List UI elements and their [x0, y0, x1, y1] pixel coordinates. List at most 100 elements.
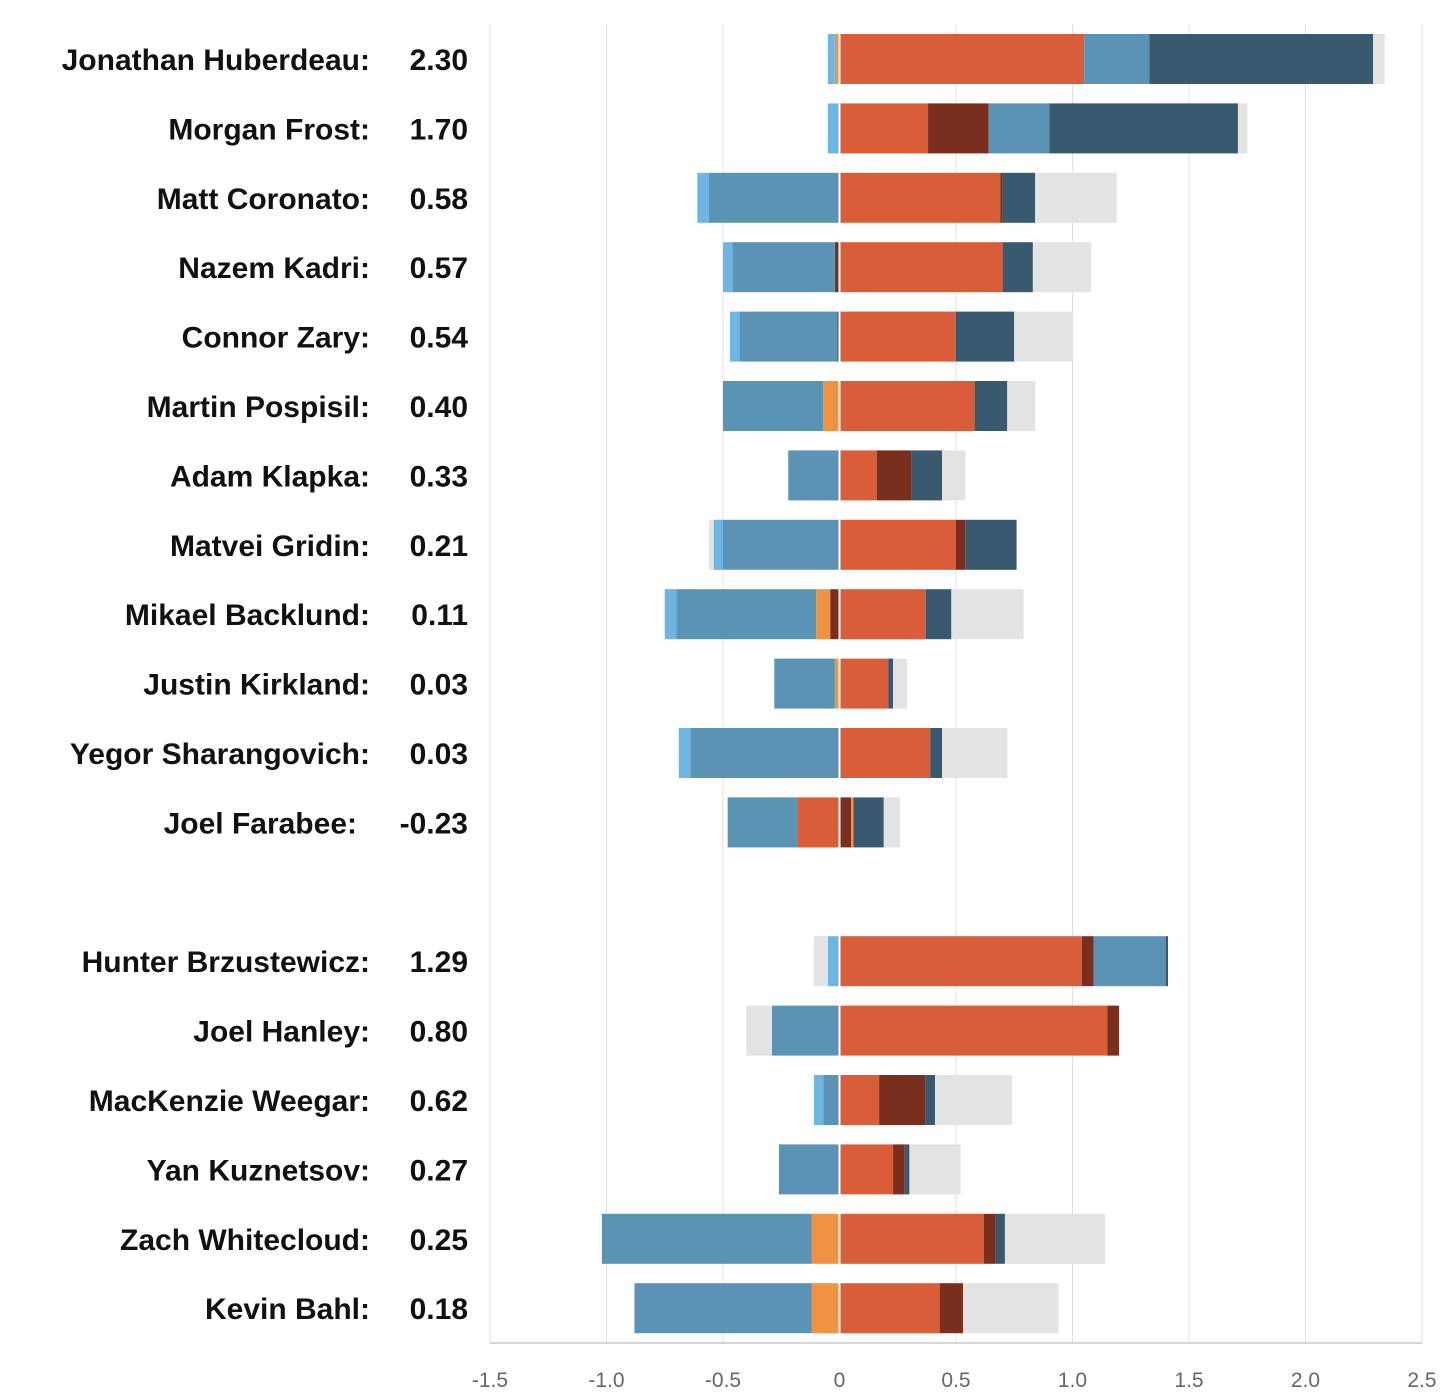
player-name: Kevin Bahl: — [205, 1293, 370, 1326]
bar-segment-positive — [925, 589, 952, 640]
player-name: Morgan Frost: — [168, 113, 370, 146]
bar-segment-positive — [851, 797, 854, 848]
x-tick-label: 2.5 — [1407, 1369, 1436, 1392]
player-name: Connor Zary: — [182, 322, 370, 355]
bar-segment-positive — [925, 1075, 936, 1125]
bar-segment-positive — [904, 1144, 910, 1195]
bar-segment-negative — [676, 589, 817, 640]
bar-segment-negative — [834, 658, 840, 709]
bar-segment-positive — [839, 1283, 940, 1334]
bar-segment-negative — [601, 1213, 812, 1264]
player-name: Adam Klapka: — [170, 460, 370, 493]
bar-segment-positive — [1035, 172, 1117, 223]
player-total: 0.62 — [410, 1085, 468, 1118]
bar-segment-negative — [837, 311, 840, 362]
bar-segment-positive — [942, 450, 966, 501]
bar-segment-positive — [839, 103, 929, 154]
bar-segment-negative — [727, 797, 798, 848]
bar-segment-positive — [876, 450, 912, 501]
stacked-bars — [601, 34, 1385, 1334]
x-tick-label: -1.5 — [472, 1369, 508, 1392]
bar-segment-positive — [983, 1213, 996, 1264]
bar-segment-positive — [1149, 34, 1374, 84]
bar-segment-positive — [1007, 381, 1036, 431]
bar-segment-positive — [911, 450, 943, 501]
bar-segment-negative — [713, 519, 723, 570]
bar-segment-negative — [811, 1283, 840, 1334]
bar-segment-positive — [839, 728, 931, 778]
bar-segment-positive — [995, 1213, 1005, 1264]
bar-segment-positive — [839, 519, 956, 570]
bar-segment-negative — [813, 936, 828, 987]
bar-segment-positive — [839, 450, 877, 501]
player-name: Yegor Sharangovich: — [70, 738, 370, 771]
player-total: -0.23 — [400, 807, 468, 840]
bar-segment-positive — [951, 589, 1024, 640]
bar-segment-negative — [813, 1075, 824, 1125]
bar-segment-negative — [778, 1144, 840, 1195]
bar-segment-positive — [839, 1144, 894, 1195]
bar-segment-positive — [1032, 242, 1092, 293]
bar-segment-positive — [1237, 103, 1248, 154]
bar-segment-positive — [839, 1005, 1108, 1056]
bar-segment-negative — [827, 34, 835, 84]
bar-segment-positive — [1093, 936, 1166, 987]
bar-segment-negative — [723, 381, 824, 431]
player-total: 0.27 — [410, 1154, 468, 1187]
x-tick-label: 2.0 — [1291, 1369, 1320, 1392]
player-name: Yan Kuznetsov: — [147, 1154, 370, 1187]
bar-segment-positive — [930, 728, 943, 778]
bar-segment-positive — [909, 1144, 961, 1195]
bar-segment-positive — [956, 519, 966, 570]
bar-segment-negative — [827, 103, 840, 154]
bar-segment-negative — [746, 1005, 772, 1056]
player-name: Joel Hanley: — [193, 1016, 370, 1049]
bar-segment-positive — [1000, 172, 1003, 223]
bar-segment-negative — [697, 172, 710, 223]
player-total: 0.25 — [410, 1224, 468, 1257]
player-name: Nazem Kadri: — [178, 252, 370, 285]
bar-segment-positive — [1084, 34, 1150, 84]
bar-segment-negative — [690, 728, 840, 778]
bar-segment-negative — [834, 34, 840, 84]
bar-segment-positive — [1049, 103, 1238, 154]
player-name: Justin Kirkland: — [143, 669, 370, 702]
bar-segment-positive — [853, 797, 884, 848]
bar-segment-positive — [839, 172, 1001, 223]
player-labels: Jonathan Huberdeau: 2.30 Morgan Frost: 1.70… — [62, 44, 469, 1326]
bar-segment-positive — [839, 381, 975, 431]
bar-segment-positive — [1373, 34, 1385, 84]
bar-segment-positive — [879, 1075, 926, 1125]
bar-segment-positive — [956, 311, 1015, 362]
bar-segment-positive — [839, 242, 1003, 293]
bar-segment-negative — [771, 1005, 840, 1056]
bar-segment-positive — [1165, 936, 1169, 987]
bar-segment-negative — [823, 1075, 840, 1125]
player-name: Joel Farabee: — [164, 807, 357, 840]
x-tick-label: 0.5 — [941, 1369, 970, 1392]
bar-segment-positive — [939, 1283, 963, 1334]
bar-segment-positive — [839, 311, 956, 362]
bar-segment-positive — [839, 936, 1082, 987]
bar-segment-negative — [729, 311, 740, 362]
bar-segment-negative — [723, 242, 733, 293]
bar-segment-negative — [830, 589, 840, 640]
player-name: Mikael Backlund: — [125, 599, 370, 632]
bar-segment-positive — [965, 519, 1017, 570]
bar-segment-positive — [839, 797, 852, 848]
bar-segment-negative — [709, 519, 714, 570]
player-name: Jonathan Huberdeau: — [62, 44, 370, 77]
bar-segment-positive — [1002, 172, 1036, 223]
bar-segment-positive — [888, 658, 894, 709]
player-total: 0.40 — [410, 391, 468, 424]
x-tick-label: 1.0 — [1058, 1369, 1087, 1392]
bar-segment-positive — [942, 728, 1008, 778]
bar-segment-negative — [774, 658, 835, 709]
bar-segment-positive — [839, 1075, 880, 1125]
x-tick-label: 0 — [834, 1369, 846, 1392]
player-name: Matvei Gridin: — [170, 530, 370, 563]
player-total: 0.80 — [410, 1016, 468, 1049]
bar-segment-negative — [797, 797, 840, 848]
player-total: 0.03 — [410, 669, 468, 702]
